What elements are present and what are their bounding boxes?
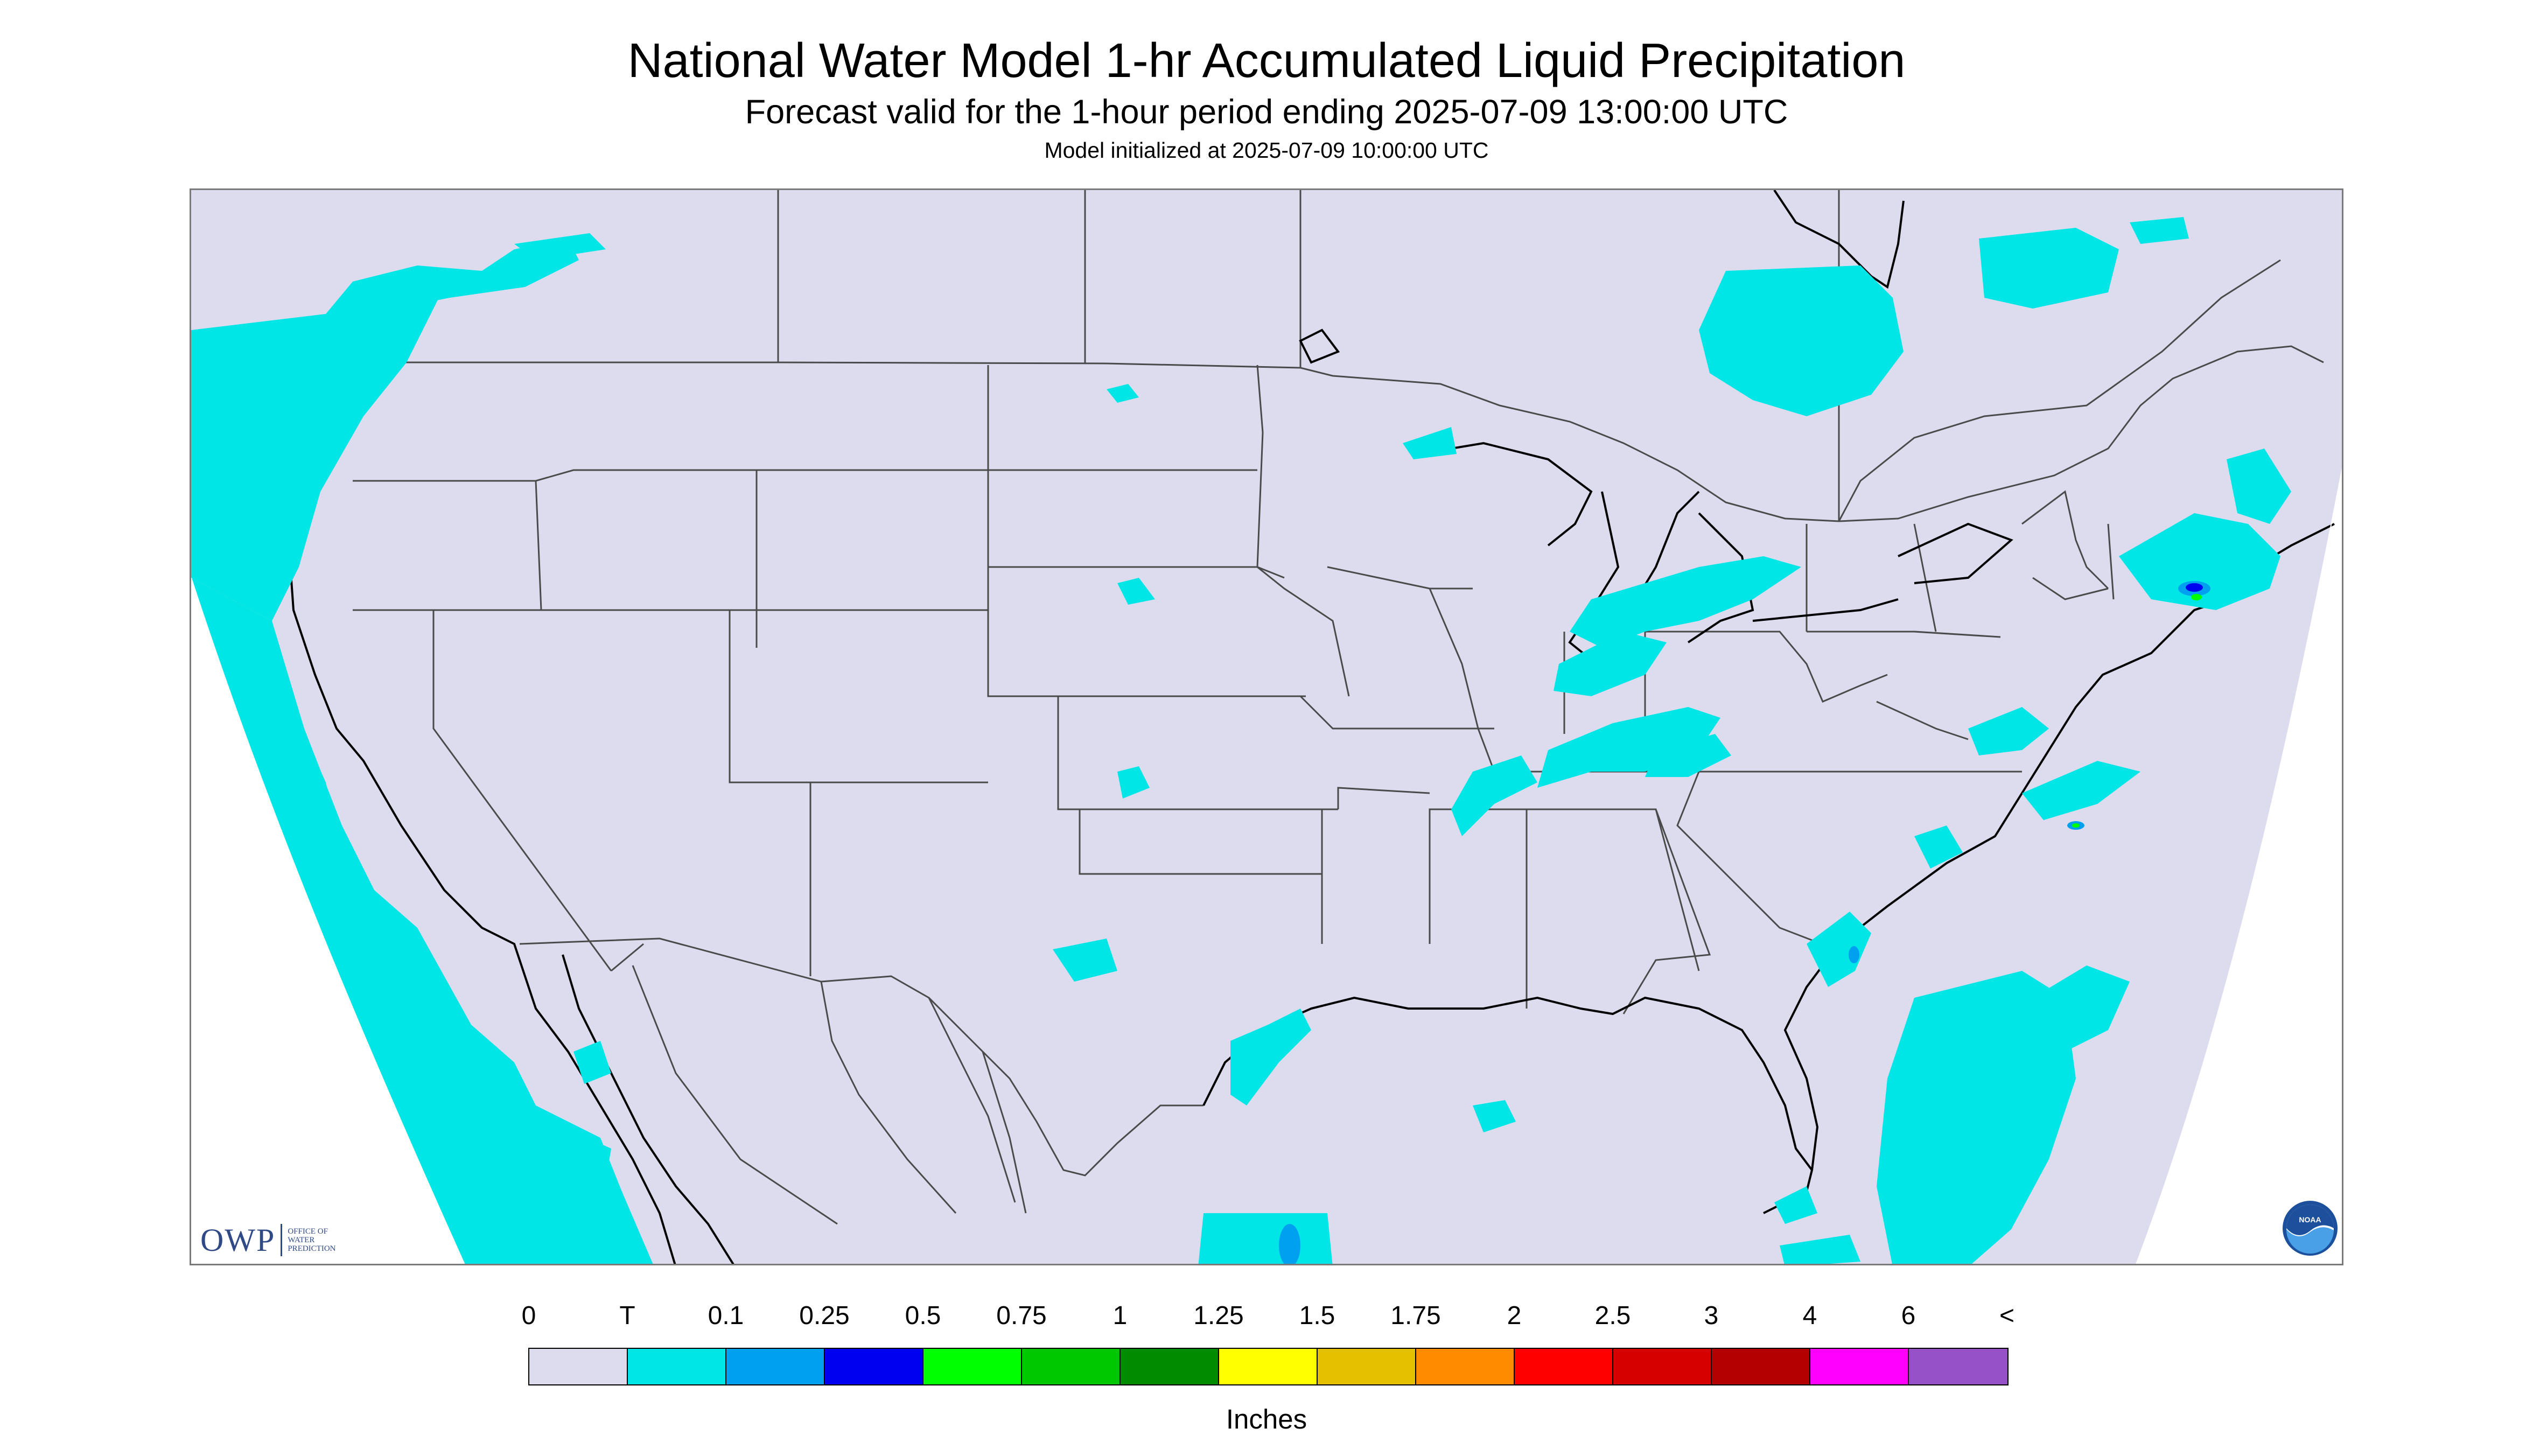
mid-south-rain (1451, 755, 1537, 836)
legend-swatch-2 (726, 1349, 825, 1384)
legend-tick-4: 0.5 (905, 1301, 941, 1330)
carolina-rain (1914, 825, 1963, 869)
mexico-state-borders (632, 965, 1027, 1225)
baja-coast (562, 954, 734, 1264)
legend-units-label: Inches (1226, 1404, 1307, 1434)
rain-cell-010-mexico (1279, 1224, 1300, 1264)
gulf-coast (1202, 996, 1814, 1214)
political-borders (283, 190, 2324, 1225)
precip-trace-areas (191, 217, 2291, 1264)
florida-rain (1774, 1186, 1817, 1224)
legend-swatch-1 (628, 1349, 726, 1384)
rain-cell-025-new-england (2186, 583, 2203, 592)
maine-rain (2227, 449, 2291, 524)
legend-tick-labels: 0 T 0.1 0.25 0.5 0.75 1 1.25 1.5 1.75 2 2.5 3 4 6 < (522, 1301, 2014, 1344)
legend-tick-5: 0.75 (996, 1301, 1047, 1330)
legend-swatch-4 (923, 1349, 1022, 1384)
canada-province-borders (777, 190, 2281, 522)
georgia-coast-rain (1807, 912, 1871, 987)
pacific-nw-rain (191, 271, 439, 621)
legend-tick-12: 3 (1704, 1301, 1719, 1330)
legend-tick-8: 1.5 (1299, 1301, 1335, 1330)
ontario-quebec-rain (1699, 265, 1904, 416)
legend-tick-1: T (619, 1301, 635, 1330)
legend-swatch-6 (1121, 1349, 1219, 1384)
atlantic-east-rain (2033, 965, 2130, 1052)
quebec-east-rain (2130, 217, 2189, 244)
new-england-rain (2119, 513, 2280, 610)
noaa-logo: NOAA (2283, 1201, 2338, 1256)
bc-coast-rain (353, 239, 579, 309)
pacific-south-rain (191, 578, 611, 1264)
rain-cell-050-atlantic (2072, 823, 2080, 828)
legend-tick-11: 2.5 (1594, 1301, 1631, 1330)
michigan-ohio-rain (1570, 556, 1801, 648)
quebec-north-rain (1979, 228, 2119, 309)
legend-tick-9: 1.75 (1390, 1301, 1441, 1330)
color-legend (528, 1348, 2009, 1385)
indiana-rain (1554, 632, 1667, 696)
map-title: National Water Model 1-hr Accumulated Li… (627, 34, 1906, 88)
saskatchewan-rain (514, 233, 606, 260)
atlantic-far-rain (1877, 971, 2076, 1264)
owp-logo-text: OWP (200, 1222, 276, 1258)
kentucky-rain (1645, 734, 1731, 777)
projection-boundary (191, 467, 2342, 1264)
legend-tick-13: 4 (1802, 1301, 1817, 1330)
rain-cell-050-new-england (2191, 594, 2202, 600)
owp-logo-divider (281, 1224, 283, 1256)
mid-atlantic-rain (1968, 707, 2049, 755)
legend-tick-3: 0.25 (799, 1301, 850, 1330)
texas-coast-rain (1230, 1009, 1311, 1105)
legend-tick-6: 1 (1112, 1301, 1128, 1330)
legend-tick-10: 2 (1507, 1301, 1522, 1330)
legend-swatch-14 (1909, 1349, 2007, 1384)
map-panel[interactable] (190, 188, 2343, 1265)
map-canvas (191, 190, 2342, 1264)
legend-swatch-10 (1515, 1349, 1613, 1384)
legend-swatch-11 (1613, 1349, 1712, 1384)
northern-plains-rain-1 (1107, 384, 1139, 403)
legend-swatch-9 (1416, 1349, 1515, 1384)
precip-heavy-cells (1279, 581, 2210, 1264)
legend-swatch-8 (1318, 1349, 1416, 1384)
rain-cell-010-georgia (1849, 946, 1859, 963)
legend-swatch-3 (825, 1349, 923, 1384)
legend-tick-7: 1.25 (1193, 1301, 1244, 1330)
noaa-logo-text: NOAA (2299, 1215, 2321, 1224)
lake-of-woods (1299, 328, 1340, 364)
gulf-of-california-rain (573, 1041, 611, 1084)
lake-superior-rain (1403, 427, 1457, 459)
owp-logo-subtext: OFFICE OF WATER PREDICTION (288, 1227, 336, 1253)
model-init-text: Model initialized at 2025-07-09 10:00:00… (1044, 138, 1489, 163)
legend-swatch-0 (529, 1349, 628, 1384)
map-subtitle: Forecast valid for the 1-hour period end… (745, 93, 1788, 131)
legend-swatch-5 (1022, 1349, 1121, 1384)
legend-swatch-12 (1712, 1349, 1810, 1384)
legend-tick-0: 0 (521, 1301, 536, 1330)
legend-tick-15: < (1999, 1301, 2015, 1330)
atlantic-offshore-rain (2022, 761, 2140, 820)
legend-swatch-7 (1219, 1349, 1318, 1384)
tennessee-valley-rain (1537, 707, 1720, 788)
model-domain (191, 190, 2342, 1264)
legend-tick-2: 0.1 (708, 1301, 744, 1330)
legend-swatch-13 (1810, 1349, 1909, 1384)
legend-tick-14: 6 (1901, 1301, 1916, 1330)
mexico-south-rain (1198, 1213, 1333, 1264)
kansas-rain (1117, 766, 1150, 799)
southern-plains-rain (1053, 939, 1117, 982)
gulf-offshore-rain (1473, 1100, 1516, 1132)
northern-plains-rain-2 (1117, 578, 1155, 605)
canada-us-border (283, 345, 2324, 522)
cuba-rain (1780, 1235, 1860, 1264)
owp-logo: OWP OFFICE OF WATER PREDICTION (200, 1221, 336, 1259)
